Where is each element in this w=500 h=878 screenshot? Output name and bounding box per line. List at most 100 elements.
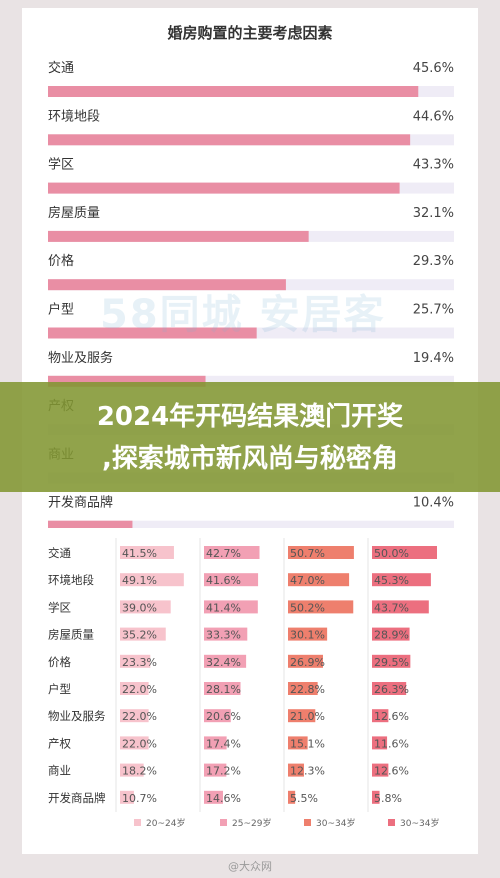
age-bar-value: 5.8% bbox=[374, 792, 402, 805]
age-bar bbox=[204, 790, 223, 804]
age-bar-value: 11.6% bbox=[374, 737, 409, 750]
bar-category-label: 开发商品牌 bbox=[48, 495, 113, 511]
row-category-label: 户型 bbox=[48, 682, 71, 696]
age-bar bbox=[204, 682, 241, 695]
bar bbox=[48, 279, 286, 291]
row-category-label: 商业 bbox=[48, 764, 71, 778]
bar-track bbox=[48, 520, 454, 528]
bar bbox=[48, 520, 133, 528]
age-bar-value: 41.5% bbox=[122, 547, 157, 560]
row-category-label: 交通 bbox=[48, 546, 71, 560]
bar-category-label: 学区 bbox=[48, 157, 74, 173]
age-bar-value: 39.0% bbox=[122, 601, 157, 614]
age-bar bbox=[120, 600, 171, 614]
age-bar bbox=[120, 654, 151, 668]
age-bar-value: 30.1% bbox=[290, 629, 325, 642]
age-bar-value: 45.3% bbox=[374, 574, 409, 587]
age-bar-value: 41.4% bbox=[206, 601, 241, 614]
age-bar bbox=[204, 600, 258, 614]
age-bar bbox=[204, 573, 259, 587]
bar-category-label: 房屋质量 bbox=[48, 205, 100, 221]
bar-track bbox=[48, 375, 454, 387]
age-bar-value: 20.6% bbox=[206, 710, 241, 723]
age-bar-value: 23.3% bbox=[122, 656, 157, 669]
age-bar-value: 41.6% bbox=[206, 574, 241, 587]
legend-swatch bbox=[220, 819, 227, 826]
age-bar-value: 14.6% bbox=[206, 792, 241, 805]
legend-label: 30~34岁 bbox=[316, 817, 355, 829]
age-bar bbox=[372, 654, 411, 668]
age-bar-value: 32.4% bbox=[206, 656, 241, 669]
bar-value-label: 19.4% bbox=[413, 351, 454, 366]
age-bar bbox=[372, 709, 389, 723]
age-bar bbox=[120, 627, 166, 641]
bar bbox=[48, 375, 206, 387]
age-bar bbox=[372, 600, 429, 614]
age-bar-value: 33.3% bbox=[206, 629, 241, 642]
chart-title: 婚房购置的主要考虑因素 bbox=[167, 24, 333, 42]
age-bar-value: 15.1% bbox=[290, 737, 325, 750]
bar-category-label: 环境地段 bbox=[48, 109, 100, 124]
age-bar bbox=[120, 736, 149, 750]
age-bar-value: 50.2% bbox=[290, 601, 325, 614]
age-bar bbox=[120, 682, 149, 695]
age-bar bbox=[372, 627, 410, 641]
legend-label: 30~34岁 bbox=[400, 817, 439, 829]
bar bbox=[48, 86, 419, 97]
age-bar-value: 47.0% bbox=[290, 574, 325, 587]
age-bar-value: 26.3% bbox=[374, 683, 409, 696]
age-bar-value: 12.3% bbox=[290, 765, 325, 778]
age-bar bbox=[204, 709, 231, 723]
banner-text-line-2: ,探索城市新风尚与秘密角 bbox=[102, 444, 398, 474]
age-bar bbox=[120, 573, 184, 587]
age-bar bbox=[288, 709, 316, 723]
age-bar bbox=[288, 790, 296, 804]
source-credit: @大众网 bbox=[228, 860, 272, 873]
age-bar bbox=[288, 627, 328, 641]
age-bar bbox=[288, 736, 308, 750]
legend-swatch bbox=[388, 819, 395, 826]
age-bar-value: 28.9% bbox=[374, 629, 409, 642]
age-bar-value: 29.5% bbox=[374, 656, 409, 669]
age-bar-value: 35.2% bbox=[122, 629, 157, 642]
age-bar bbox=[372, 682, 407, 695]
age-bar bbox=[204, 546, 260, 559]
age-bar-value: 43.7% bbox=[374, 601, 409, 614]
banner-text-line-1: 2024年开码结果澳门开奖 bbox=[96, 402, 404, 432]
age-bar-value: 22.0% bbox=[122, 737, 157, 750]
bar-value-label: 10.4% bbox=[413, 496, 454, 511]
age-bar-value: 26.9% bbox=[290, 656, 325, 669]
bar bbox=[48, 182, 400, 194]
bar-value-label: 29.3% bbox=[413, 254, 454, 269]
row-category-label: 房屋质量 bbox=[48, 628, 94, 642]
age-bar bbox=[288, 654, 323, 668]
legend-swatch bbox=[134, 819, 141, 826]
age-breakdown-chart: 交通 41.5% 42.7% 50.7% 50.0% 环境地段 49.1% 41.6% 47.0… bbox=[48, 538, 439, 829]
age-bar bbox=[204, 736, 227, 750]
row-category-label: 学区 bbox=[48, 600, 71, 614]
age-bar-value: 22.8% bbox=[290, 683, 325, 696]
age-bar bbox=[372, 763, 389, 777]
watermark-logo: 58同城 安居客 bbox=[100, 292, 386, 338]
age-bar-value: 18.2% bbox=[122, 765, 157, 778]
age-bar-value: 42.7% bbox=[206, 547, 241, 560]
legend-swatch bbox=[304, 819, 311, 826]
row-category-label: 物业及服务 bbox=[48, 709, 106, 723]
bar-category-label: 交通 bbox=[48, 60, 74, 76]
bar-category-label: 价格 bbox=[48, 253, 74, 269]
row-category-label: 环境地段 bbox=[48, 573, 94, 587]
age-bar bbox=[120, 546, 174, 559]
legend-label: 20~24岁 bbox=[146, 817, 185, 829]
age-bar bbox=[120, 790, 134, 804]
age-bar bbox=[288, 682, 318, 695]
age-bar bbox=[288, 763, 304, 777]
legend-label: 25~29岁 bbox=[232, 817, 271, 829]
age-bar bbox=[288, 573, 350, 587]
bar-value-label: 43.3% bbox=[413, 158, 454, 173]
row-category-label: 开发商品牌 bbox=[48, 791, 106, 805]
overlay-banner: 2024年开码结果澳门开奖 ,探索城市新风尚与秘密角 bbox=[0, 382, 500, 492]
age-bar-value: 10.7% bbox=[122, 792, 157, 805]
bar-category-label: 户型 bbox=[48, 302, 74, 318]
age-bar-value: 21.0% bbox=[290, 710, 325, 723]
age-bar bbox=[288, 546, 354, 559]
